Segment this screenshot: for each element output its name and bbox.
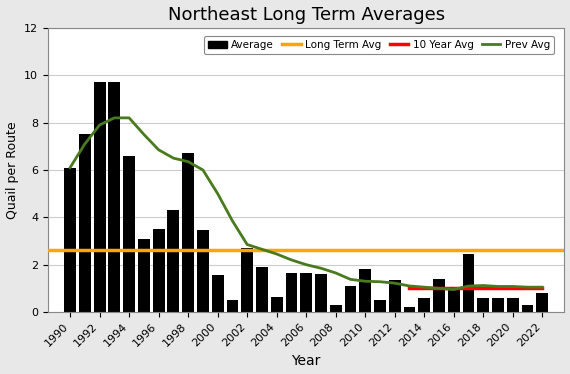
Bar [241, 248, 253, 312]
Bar [345, 286, 356, 312]
Bar [197, 230, 209, 312]
Bar [507, 298, 519, 312]
Bar [123, 156, 135, 312]
Bar [492, 298, 504, 312]
Bar [64, 168, 76, 312]
Bar [138, 239, 150, 312]
Bar [226, 300, 238, 312]
Bar [389, 280, 401, 312]
X-axis label: Year: Year [291, 355, 321, 368]
Bar [330, 305, 341, 312]
Bar [478, 298, 489, 312]
Bar [315, 274, 327, 312]
Bar [359, 269, 371, 312]
Bar [300, 273, 312, 312]
Title: Northeast Long Term Averages: Northeast Long Term Averages [168, 6, 445, 24]
Bar [168, 210, 180, 312]
Bar [212, 275, 223, 312]
Bar [374, 300, 386, 312]
Bar [522, 305, 534, 312]
Bar [536, 293, 548, 312]
Bar [256, 267, 268, 312]
Bar [463, 254, 474, 312]
Bar [448, 288, 459, 312]
Bar [433, 279, 445, 312]
Legend: Average, Long Term Avg, 10 Year Avg, Prev Avg: Average, Long Term Avg, 10 Year Avg, Pre… [204, 36, 554, 54]
Bar [182, 153, 194, 312]
Bar [108, 82, 120, 312]
Bar [153, 229, 165, 312]
Y-axis label: Quail per Route: Quail per Route [6, 121, 19, 219]
Bar [93, 82, 105, 312]
Bar [418, 298, 430, 312]
Bar [79, 134, 91, 312]
Bar [404, 307, 416, 312]
Bar [286, 273, 298, 312]
Bar [271, 297, 283, 312]
